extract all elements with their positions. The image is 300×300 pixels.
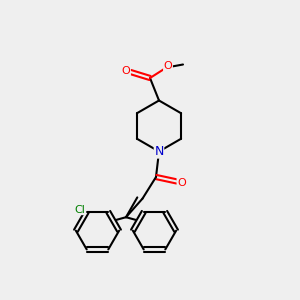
- Text: Cl: Cl: [75, 205, 86, 214]
- Text: O: O: [177, 178, 186, 188]
- Text: O: O: [164, 61, 172, 71]
- Text: N: N: [154, 145, 164, 158]
- Text: O: O: [122, 65, 130, 76]
